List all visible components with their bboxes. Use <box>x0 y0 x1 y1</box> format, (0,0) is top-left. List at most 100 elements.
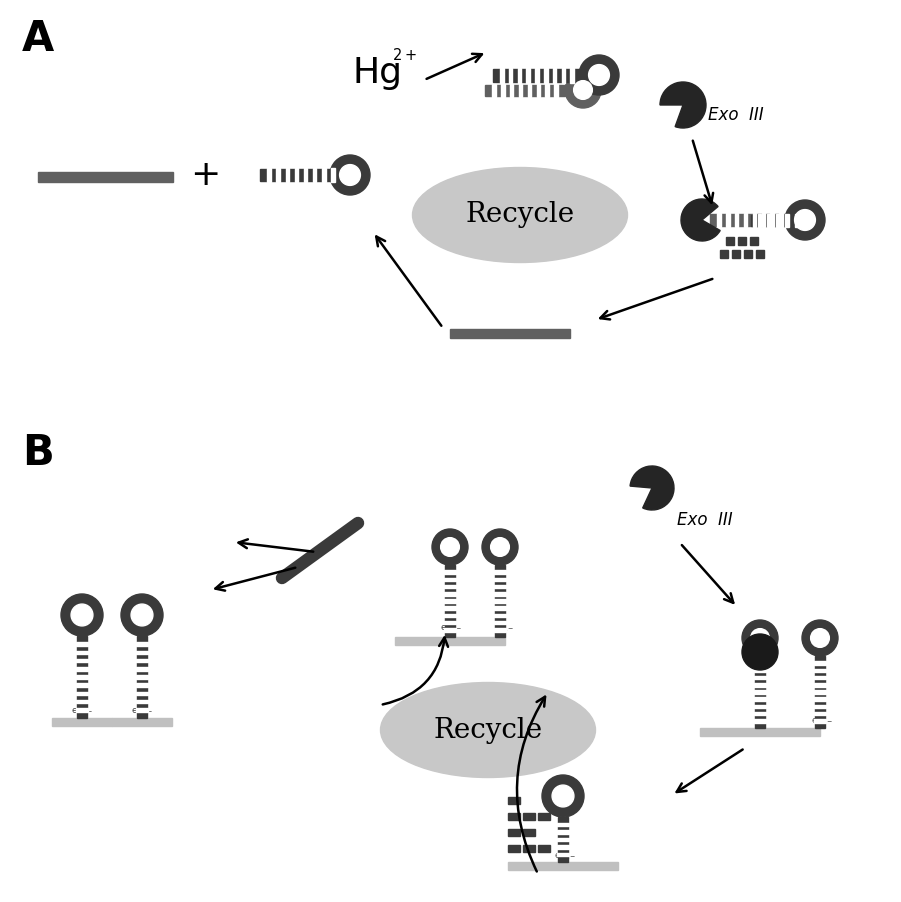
Bar <box>786 214 789 226</box>
Bar <box>76 708 88 712</box>
Bar <box>814 712 826 715</box>
Bar <box>136 708 148 712</box>
Bar <box>77 636 87 718</box>
Bar <box>492 84 496 97</box>
Bar <box>517 68 521 82</box>
Wedge shape <box>742 634 778 670</box>
Bar <box>508 813 520 820</box>
Bar <box>508 862 618 870</box>
Bar <box>558 817 568 862</box>
Circle shape <box>811 629 829 648</box>
Text: e$^-$: e$^-$ <box>441 551 454 561</box>
Bar <box>523 813 535 820</box>
Bar <box>738 237 746 245</box>
Bar <box>700 728 820 736</box>
Bar <box>494 613 506 617</box>
Bar <box>494 592 506 595</box>
Bar <box>553 68 557 82</box>
Bar <box>754 704 766 708</box>
Bar <box>538 845 550 852</box>
Bar <box>509 68 513 82</box>
Bar <box>717 213 721 227</box>
Text: e: e <box>554 851 560 860</box>
Bar <box>136 642 148 646</box>
Bar <box>754 661 766 665</box>
Text: A: A <box>22 18 54 60</box>
Bar <box>538 813 550 820</box>
Bar <box>38 172 173 182</box>
Bar <box>494 570 506 574</box>
Bar <box>494 584 506 588</box>
Bar <box>450 329 570 338</box>
Text: e: e <box>71 706 77 715</box>
Bar <box>557 830 569 833</box>
Text: e$^-$: e$^-$ <box>141 709 154 719</box>
Bar <box>776 214 779 226</box>
Bar <box>76 642 88 646</box>
Bar <box>510 84 514 97</box>
Bar <box>313 168 316 182</box>
Text: e: e <box>494 623 500 632</box>
Bar <box>814 683 826 686</box>
Bar <box>735 213 739 227</box>
Bar <box>76 684 88 687</box>
Bar <box>76 667 88 670</box>
Bar <box>304 168 307 182</box>
Bar <box>444 584 456 588</box>
Bar <box>743 213 747 227</box>
Bar <box>744 250 752 258</box>
Bar <box>720 250 728 258</box>
Text: Exo  III: Exo III <box>708 106 764 124</box>
Bar <box>496 558 504 567</box>
Bar <box>260 169 342 181</box>
Bar <box>754 712 766 715</box>
Bar <box>779 213 783 227</box>
Bar <box>536 84 540 97</box>
Bar <box>501 84 505 97</box>
Bar <box>76 700 88 704</box>
Text: e: e <box>811 716 817 725</box>
Bar <box>519 84 523 97</box>
Bar <box>758 214 761 226</box>
Text: e$^-$: e$^-$ <box>820 720 833 729</box>
Bar <box>545 84 549 97</box>
Bar <box>444 621 456 624</box>
Bar <box>76 650 88 654</box>
Bar <box>444 628 456 631</box>
Text: e$^-$: e$^-$ <box>563 854 577 864</box>
Bar <box>557 823 569 826</box>
Bar <box>485 85 565 96</box>
Bar <box>137 636 147 718</box>
Bar <box>136 692 148 695</box>
Bar <box>286 168 289 182</box>
Bar <box>508 829 520 836</box>
Bar <box>277 168 280 182</box>
Text: +: + <box>190 158 220 192</box>
Bar <box>770 213 774 227</box>
Bar <box>754 676 766 679</box>
Bar <box>754 668 766 672</box>
Text: $^{2+}$: $^{2+}$ <box>392 50 417 70</box>
Circle shape <box>795 209 815 230</box>
Text: Exo  III: Exo III <box>677 511 733 529</box>
Bar <box>767 214 770 226</box>
Bar <box>268 168 271 182</box>
Circle shape <box>802 620 838 656</box>
Text: e$^-$: e$^-$ <box>501 626 514 636</box>
Bar <box>814 704 826 708</box>
Bar <box>754 690 766 694</box>
Circle shape <box>542 775 584 817</box>
Text: Recycle: Recycle <box>466 201 575 228</box>
Bar <box>52 718 112 726</box>
Bar <box>523 845 535 852</box>
Bar <box>136 684 148 687</box>
FancyArrowPatch shape <box>383 638 448 704</box>
Bar <box>494 599 506 603</box>
Bar <box>751 215 805 226</box>
Bar <box>757 649 763 658</box>
Bar <box>754 697 766 701</box>
Circle shape <box>574 80 592 99</box>
Bar <box>136 700 148 704</box>
Bar <box>756 250 764 258</box>
Text: e$^-$: e$^-$ <box>80 709 94 719</box>
